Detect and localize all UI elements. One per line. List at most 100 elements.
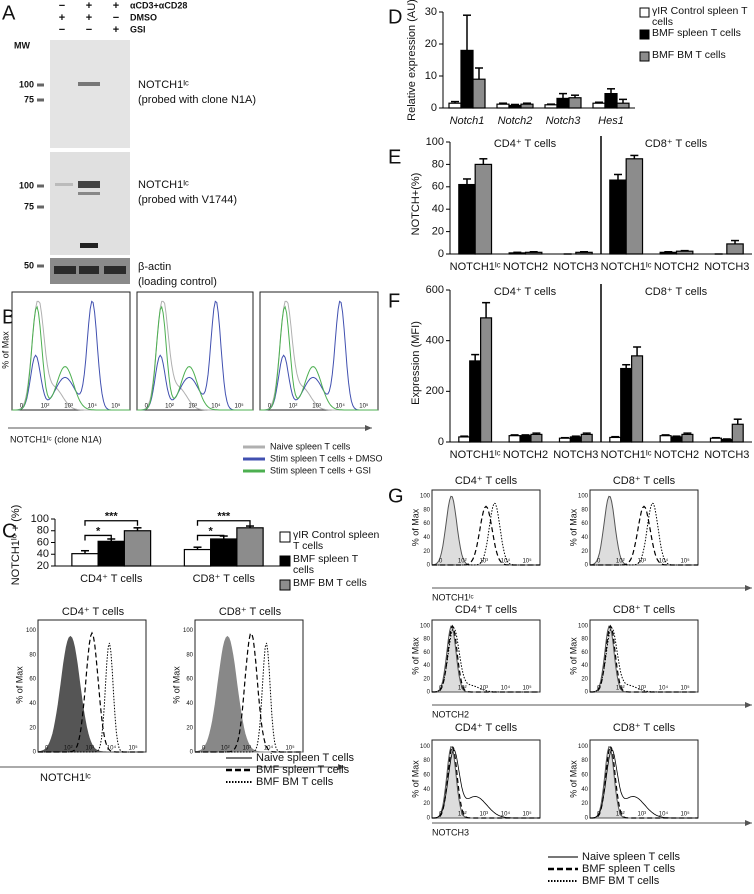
- error-bar: [619, 98, 627, 104]
- error-bar: [661, 434, 670, 436]
- error-bar: [460, 435, 469, 437]
- histogram-x-tick: 10³: [638, 559, 647, 565]
- panel-letter: E: [388, 146, 401, 168]
- mw-dash: [37, 184, 44, 188]
- legend-label: BMF BM T cells: [256, 776, 334, 788]
- mw-dash: [37, 98, 44, 102]
- legend-label-box: BMF BM T cells: [293, 578, 367, 589]
- histogram-y-tick: 0: [585, 816, 589, 822]
- error-bar: [475, 67, 483, 80]
- histogram-x-tick: 10²: [616, 686, 625, 692]
- legend-label: BMF spleen T cells: [256, 764, 350, 776]
- histogram-x-tick: 10³: [480, 812, 489, 818]
- histogram-x-tick: 0: [20, 404, 24, 410]
- histogram-curve: [432, 502, 540, 566]
- axis-label: % of Max: [171, 666, 181, 704]
- significance-bracket: [196, 534, 225, 541]
- panel-letter: D: [388, 6, 402, 28]
- histogram-x-tick: 10⁵: [522, 685, 532, 692]
- y-tick-label: 40: [37, 548, 49, 560]
- error-bar: [680, 249, 689, 252]
- histogram-x-tick: 10²: [616, 812, 625, 818]
- bar: [448, 102, 462, 109]
- histogram-curve: [38, 631, 146, 753]
- legend-label-box: BMF spleen T cells: [293, 554, 358, 576]
- histogram-x-tick: 10⁴: [107, 745, 117, 752]
- histogram-frame: [11, 291, 131, 411]
- histogram-title: CD8⁺ T cells: [613, 722, 676, 734]
- y-tick-label: 200: [426, 385, 444, 397]
- blot-label: NOTCH1ᴵᶜ: [138, 179, 189, 191]
- error-bar: [193, 546, 202, 550]
- legend-label: γIR Control spleen T cells: [652, 6, 748, 28]
- bar: [97, 540, 125, 567]
- error-bar: [511, 103, 519, 106]
- blot-label: (loading control): [138, 276, 217, 288]
- histogram-y-tick: 80: [423, 758, 430, 764]
- bar: [458, 183, 476, 255]
- bar: [670, 436, 683, 443]
- histogram-y-tick: 60: [423, 521, 430, 527]
- x-tick-label: NOTCH3: [553, 449, 598, 461]
- axis-label: Expression (MFI): [410, 321, 422, 405]
- histogram-y-tick: 40: [29, 701, 36, 707]
- histogram-y-tick: 0: [585, 690, 589, 696]
- histogram-y-tick: 60: [581, 773, 588, 779]
- legend-label-box: BMF spleen T cells: [652, 28, 741, 39]
- legend-label-box: BMF BM T cells: [652, 50, 726, 61]
- legend-label: Stim spleen T cells + GSI: [270, 465, 371, 475]
- histogram-y-tick: 20: [581, 549, 588, 555]
- x-tick-label: Notch2: [498, 115, 533, 127]
- histogram-y-tick: 40: [186, 701, 193, 707]
- histogram-x-tick: 10²: [458, 686, 467, 692]
- bar: [681, 433, 694, 443]
- legend-label-box: γIR Control spleen T cells: [652, 6, 748, 28]
- axis-label: NOTCH1ᴵᶜ + (%): [10, 505, 22, 586]
- error-bar: [462, 178, 471, 185]
- histogram-y-tick: 100: [420, 744, 431, 750]
- bar: [236, 527, 264, 567]
- histogram-y-tick: 60: [423, 650, 430, 656]
- histogram-curve: [194, 635, 303, 753]
- bar: [604, 92, 618, 109]
- axis-label: NOTCH1ᴵᶜ: [432, 592, 474, 602]
- western-blot: [50, 40, 130, 284]
- y-tick-label: 0: [438, 248, 444, 260]
- histogram-x-tick: 10²: [458, 559, 467, 565]
- bar: [520, 103, 534, 109]
- bar: [524, 251, 543, 255]
- histogram-x-tick: 10²: [41, 404, 50, 410]
- legend-label: Naive spleen T cells: [582, 851, 681, 863]
- significance-label: *: [208, 525, 213, 537]
- histogram-y-tick: 100: [578, 744, 589, 750]
- bar: [469, 360, 482, 443]
- histogram-title: CD8⁺ T cells: [219, 606, 282, 618]
- x-tick-label: NOTCH1ᴵᶜ: [450, 261, 501, 273]
- histogram-x-tick: 0: [597, 559, 601, 565]
- error-bar: [672, 435, 681, 437]
- bar: [720, 438, 733, 443]
- histogram-x-tick: 10⁴: [501, 558, 511, 565]
- group-title: CD4⁺ T cells: [494, 286, 557, 298]
- histogram-x-tick: 10³: [86, 746, 95, 752]
- histogram-title: CD4⁺ T cells: [455, 475, 518, 487]
- error-bar: [133, 527, 142, 531]
- bar: [726, 243, 744, 255]
- bar: [472, 78, 486, 109]
- y-tick-label: 40: [432, 203, 444, 215]
- histogram-y-tick: 20: [423, 676, 430, 682]
- blot-band: [78, 181, 100, 188]
- panel-letter: F: [388, 290, 400, 312]
- mw-dash: [37, 264, 44, 268]
- histogram-y-tick: 100: [26, 628, 37, 634]
- histogram-x-tick: 10³: [480, 686, 489, 692]
- blot-band: [54, 266, 76, 274]
- legend-swatch: [639, 51, 650, 62]
- x-tick-label: NOTCH2: [503, 449, 548, 461]
- histogram-y-tick: 40: [581, 535, 588, 541]
- axis-label: NOTCH+(%): [410, 173, 422, 236]
- histogram-y-tick: 100: [420, 623, 431, 629]
- bar: [631, 355, 644, 443]
- histogram-title: CD8⁺ T cells: [613, 604, 676, 616]
